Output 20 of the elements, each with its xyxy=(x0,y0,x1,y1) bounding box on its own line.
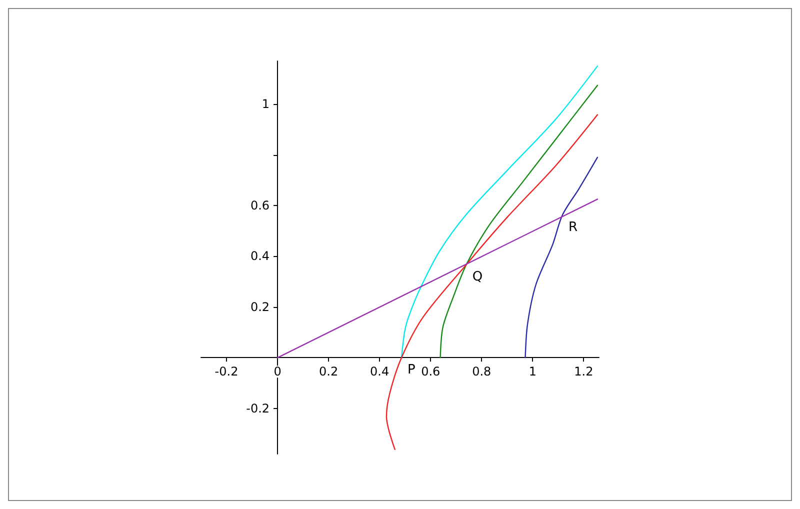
x-tick-label: 0.4 xyxy=(370,364,390,379)
x-tick-label: 1.2 xyxy=(574,364,594,379)
line-series xyxy=(524,156,598,358)
y-tick-label: 0.6 xyxy=(250,198,270,213)
y-tick-label: 0.4 xyxy=(250,249,270,264)
y-tick-label: 1 xyxy=(262,97,270,112)
annotation: Q xyxy=(472,270,483,285)
x-tick-label: 0.6 xyxy=(421,364,440,379)
line-series xyxy=(400,65,598,358)
y-tick-label: 0.2 xyxy=(250,300,270,314)
x-tick-label: -0.2 xyxy=(214,364,238,379)
annotation: R xyxy=(568,220,578,235)
annotation: P xyxy=(408,362,416,378)
y-tick-label: -0.2 xyxy=(246,401,270,416)
frame: P Q R -0.2 0.2 0.4 0.6 1 -0.2 0 0.2 0.4 0.6 0.8 1 1.2 xyxy=(8,8,792,501)
x-tick-label: 0 xyxy=(274,364,282,379)
x-tick-label: 0.8 xyxy=(472,364,492,379)
x-tick-label: 1 xyxy=(528,364,536,379)
x-tick-label: 0.2 xyxy=(319,364,338,379)
line-series xyxy=(440,84,598,358)
